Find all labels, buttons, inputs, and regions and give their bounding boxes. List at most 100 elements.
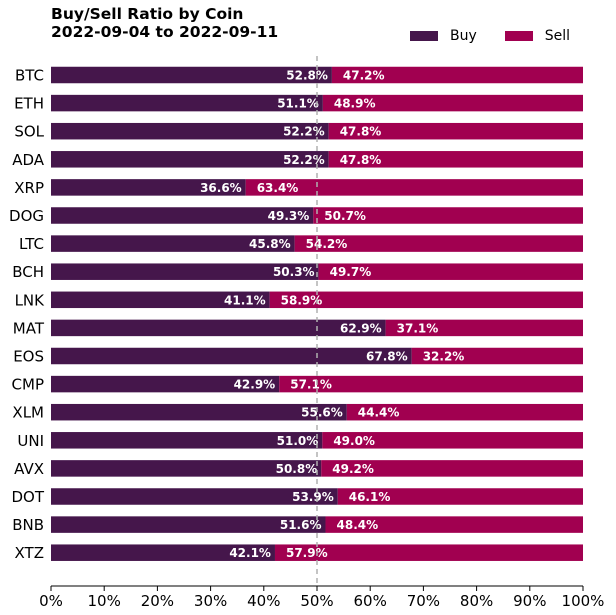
bar-buy-xlm (51, 403, 347, 421)
bar-buy-ltc (51, 235, 295, 252)
data-label-buy-eth: 51.1% (277, 97, 319, 111)
bar-buy-btc (51, 66, 332, 84)
data-label-sell-lnk: 58.9% (281, 293, 323, 307)
data-label-buy-dot: 53.9% (292, 490, 334, 504)
x-tick-label-1: 10% (88, 592, 121, 610)
bar-buy-xrp (51, 179, 246, 196)
bar-sell-lnk (269, 291, 583, 309)
category-label-xrp: XRP (14, 179, 44, 197)
data-label-buy-btc: 52.8% (286, 69, 328, 83)
bar-buy-ada (51, 151, 329, 168)
bar-sell-avx (321, 460, 583, 477)
x-tick-label-7: 70% (407, 592, 440, 610)
bar-buy-cmp (51, 375, 280, 393)
bar-sell-btc (331, 66, 583, 84)
data-label-buy-bnb: 51.6% (280, 518, 322, 532)
bar-buy-uni (51, 432, 323, 449)
bar-buy-bnb (51, 516, 326, 533)
data-label-sell-uni: 49.0% (333, 434, 375, 448)
x-tick-label-10: 100% (562, 592, 605, 610)
bar-buy-dog (51, 207, 314, 224)
category-label-eos: EOS (13, 348, 44, 366)
bar-buy-mat (51, 319, 386, 337)
bar-buy-lnk (51, 291, 270, 309)
bar-buy-xtz (51, 544, 275, 561)
bar-buy-eth (51, 94, 323, 112)
bar-sell-xtz (274, 544, 583, 561)
bar-sell-bch (318, 263, 583, 280)
category-label-ltc: LTC (19, 235, 44, 253)
bar-sell-eos (411, 347, 583, 365)
data-label-sell-eos: 32.2% (423, 350, 465, 364)
x-tick-label-8: 80% (460, 592, 493, 610)
legend-item-sell: Sell (504, 28, 571, 44)
category-label-sol: SOL (14, 123, 44, 141)
legend-label-buy: Buy (450, 28, 477, 44)
data-label-buy-dog: 49.3% (268, 209, 310, 223)
data-label-sell-sol: 47.8% (340, 125, 382, 139)
data-label-buy-uni: 51.0% (277, 434, 319, 448)
category-label-avx: AVX (14, 460, 44, 478)
legend-item-buy: Buy (410, 28, 477, 44)
data-label-buy-avx: 50.8% (276, 462, 318, 476)
x-tick-label-2: 20% (141, 592, 174, 610)
bar-sell-eth (322, 94, 583, 112)
bar-buy-sol (51, 122, 329, 140)
bar-sell-dog (313, 207, 583, 224)
data-label-sell-bnb: 48.4% (337, 518, 379, 532)
category-label-uni: UNI (17, 432, 44, 450)
data-label-sell-ada: 47.8% (340, 153, 382, 167)
data-label-sell-cmp: 57.1% (290, 378, 332, 392)
bar-sell-ada (328, 151, 583, 168)
data-label-buy-bch: 50.3% (273, 265, 315, 279)
data-label-sell-ltc: 54.2% (306, 237, 348, 251)
x-tick-label-4: 40% (247, 592, 280, 610)
category-label-cmp: CMP (12, 376, 44, 394)
bar-sell-sol (328, 122, 583, 140)
bar-sell-mat (385, 319, 583, 337)
legend-label-sell: Sell (544, 28, 571, 44)
bar-sell-dot (337, 488, 583, 505)
bar-sell-xlm (346, 403, 583, 421)
data-label-buy-ada: 52.2% (283, 153, 325, 167)
data-label-sell-bch: 49.7% (330, 265, 372, 279)
x-tick-label-0: 0% (39, 592, 63, 610)
data-label-buy-xtz: 42.1% (229, 546, 271, 560)
category-label-xtz: XTZ (15, 544, 44, 562)
data-label-sell-btc: 47.2% (343, 69, 385, 83)
category-label-mat: MAT (13, 319, 45, 337)
data-label-sell-dog: 50.7% (324, 209, 366, 223)
data-label-buy-lnk: 41.1% (224, 293, 266, 307)
bar-sell-bnb (325, 516, 583, 533)
x-tick-label-6: 60% (354, 592, 387, 610)
data-label-sell-xtz: 57.9% (286, 546, 328, 560)
bar-buy-eos (51, 347, 412, 365)
x-tick-label-9: 90% (513, 592, 546, 610)
data-label-sell-eth: 48.9% (334, 97, 376, 111)
bar-buy-dot (51, 488, 338, 505)
data-label-buy-ltc: 45.8% (249, 237, 291, 251)
legend-swatch-buy (410, 31, 438, 41)
x-tick-label-5: 50% (300, 592, 333, 610)
data-label-buy-xlm: 55.6% (301, 406, 343, 420)
data-label-sell-dot: 46.1% (349, 490, 391, 504)
data-label-sell-avx: 49.2% (332, 462, 374, 476)
bar-buy-avx (51, 460, 322, 477)
bar-sell-xrp (245, 179, 583, 196)
chart-subtitle: 2022-09-04 to 2022-09-11 (51, 23, 279, 41)
bar-sell-uni (322, 432, 583, 449)
category-label-eth: ETH (14, 95, 44, 113)
legend: Buy Sell (410, 28, 570, 44)
legend-swatch-sell (504, 31, 533, 41)
data-label-buy-sol: 52.2% (283, 125, 325, 139)
x-tick-label-3: 30% (194, 592, 227, 610)
data-label-buy-cmp: 42.9% (234, 378, 276, 392)
data-label-buy-eos: 67.8% (366, 350, 408, 364)
chart-title-main: Buy/Sell Ratio by Coin (51, 5, 244, 23)
bar-buy-bch (51, 263, 319, 280)
bar-sell-cmp (279, 375, 583, 393)
category-label-dog: DOG (9, 207, 44, 225)
data-label-sell-mat: 37.1% (397, 321, 439, 335)
chart-title: Buy/Sell Ratio by Coin 2022-09-04 to 202… (51, 5, 278, 41)
